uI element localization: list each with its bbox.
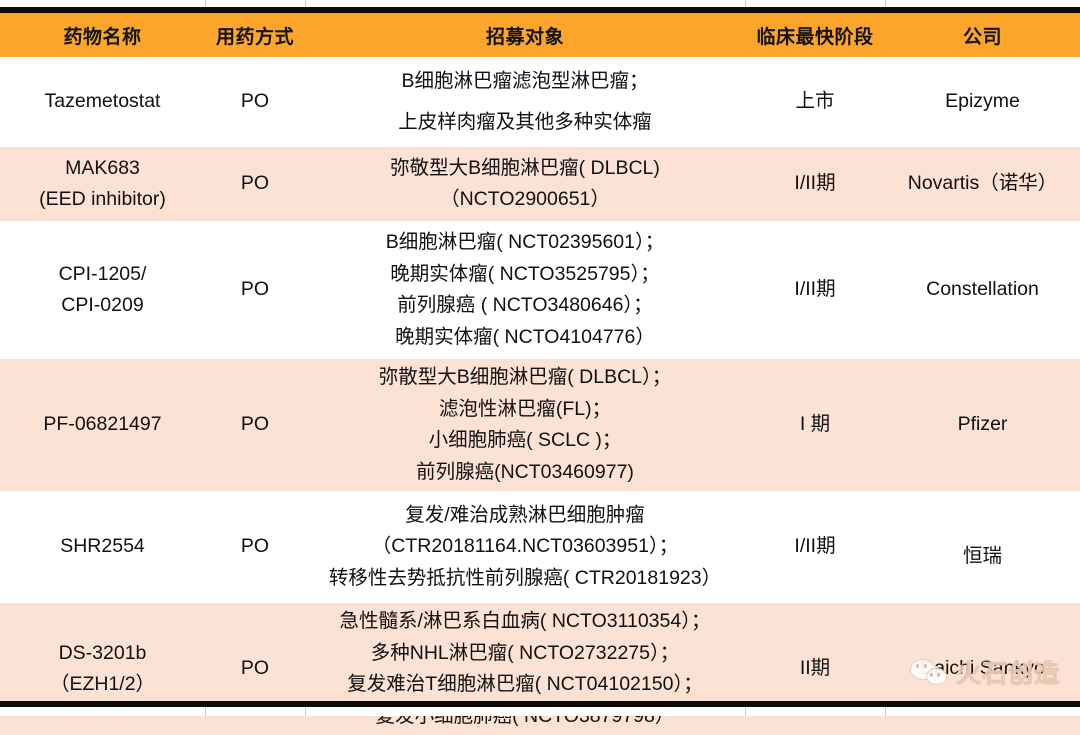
text-line: (EED inhibitor) <box>39 188 166 211</box>
text-line: （EZH1/2） <box>49 673 156 696</box>
text-line: 前列腺癌(NCT03460977) <box>416 460 634 483</box>
cell-company: Constellation <box>885 221 1080 360</box>
cell-drug-name: Tazemetostat <box>0 57 205 148</box>
target-lines: B细胞淋巴瘤滤泡型淋巴瘤； 上皮样肉瘤及其他多种实体瘤 <box>305 66 745 138</box>
table-row: PF-06821497 PO 弥散型大B细胞淋巴瘤( DLBCL）； 滤泡性淋巴… <box>0 359 1080 492</box>
text-line: 晚期实体瘤( NCTO3525795）； <box>390 262 660 285</box>
cell-target: 弥散型大B细胞淋巴瘤( DLBCL）； 滤泡性淋巴瘤(FL)； 小细胞肺癌( S… <box>305 359 745 492</box>
text-line: （CTR20181164.NCT03603951）； <box>371 535 679 558</box>
text-line: Tazemetostat <box>44 90 161 113</box>
bottom-edge-strip <box>0 707 1080 716</box>
text-line: B细胞淋巴瘤( NCT02395601）； <box>385 231 665 253</box>
text-line: 前列腺癌 ( NCTO3480646）； <box>397 294 653 317</box>
top-edge-strip <box>0 0 1080 7</box>
text-line: DS-3201b <box>58 641 147 664</box>
text-line: 急性髓系/淋巴系白血病( NCTO3110354）； <box>339 610 711 632</box>
drug-name-lines: DS-3201b （EZH1/2） <box>0 638 205 701</box>
text-line: 弥敬型大B细胞淋巴瘤( DLBCL) <box>390 156 660 179</box>
column-header-route: 用药方式 <box>205 13 305 57</box>
cell-target: B细胞淋巴瘤滤泡型淋巴瘤； 上皮样肉瘤及其他多种实体瘤 <box>305 57 745 148</box>
cell-route: PO <box>205 147 305 222</box>
cell-company: Novartis（诺华） <box>885 147 1080 222</box>
table-row: SHR2554 PO 复发/难治成熟淋巴细胞肿瘤 （CTR20181164.NC… <box>0 491 1080 604</box>
text-line: （NCTO2900651） <box>440 188 610 211</box>
company-label: 恒瑞 <box>962 545 1002 568</box>
text-line: SHR2554 <box>60 535 145 558</box>
bottom-black-rule <box>0 701 1080 707</box>
target-lines: 弥散型大B细胞淋巴瘤( DLBCL）； 滤泡性淋巴瘤(FL)； 小细胞肺癌( S… <box>305 362 745 488</box>
text-line: CPI-0209 <box>61 294 144 317</box>
table-body: Tazemetostat PO B细胞淋巴瘤滤泡型淋巴瘤； 上皮样肉瘤及其他多种… <box>0 57 1080 735</box>
cell-stage: I/II期 <box>745 221 885 360</box>
drug-name-lines: Tazemetostat <box>0 86 205 118</box>
drug-name-lines: PF-06821497 <box>0 409 205 441</box>
text-line: 滤泡性淋巴瘤(FL)； <box>438 397 612 420</box>
text-line: 晚期实体瘤( NCTO4104776） <box>395 325 655 348</box>
cell-target: B细胞淋巴瘤( NCT02395601）； 晚期实体瘤( NCTO3525795… <box>305 221 745 360</box>
cell-stage: 上市 <box>745 57 885 148</box>
text-line: 小细胞肺癌( SCLC )； <box>428 429 622 452</box>
column-header-company: 公司 <box>885 13 1080 57</box>
cell-stage: I/II期 <box>745 147 885 222</box>
drug-name-lines: SHR2554 <box>0 531 205 563</box>
text-line: 上皮样肉瘤及其他多种实体瘤 <box>398 110 652 133</box>
text-line: B细胞淋巴瘤滤泡型淋巴瘤； <box>401 70 649 92</box>
cell-target: 复发/难治成熟淋巴细胞肿瘤 （CTR20181164.NCT03603951）；… <box>305 491 745 604</box>
cell-company: Pfizer <box>885 359 1080 492</box>
cell-company: Epizyme <box>885 57 1080 148</box>
cell-route: PO <box>205 359 305 492</box>
top-black-rule <box>0 7 1080 13</box>
text-line: CPI-1205/ <box>58 262 147 285</box>
drug-name-lines: CPI-1205/ CPI-0209 <box>0 259 205 322</box>
cell-route: PO <box>205 491 305 604</box>
table-row: MAK683 (EED inhibitor) PO 弥敬型大B细胞淋巴瘤( DL… <box>0 147 1080 222</box>
drug-name-lines: MAK683 (EED inhibitor) <box>0 153 205 216</box>
target-lines: B细胞淋巴瘤( NCT02395601）； 晚期实体瘤( NCTO3525795… <box>305 227 745 353</box>
target-lines: 复发/难治成熟淋巴细胞肿瘤 （CTR20181164.NCT03603951）；… <box>305 500 745 595</box>
cell-route: PO <box>205 221 305 360</box>
text-line: 弥散型大B细胞淋巴瘤( DLBCL）； <box>378 366 672 388</box>
drug-pipeline-table: 药物名称 用药方式 招募对象 临床最快阶段 公司 Tazemetostat PO… <box>0 13 1080 735</box>
text-line: 复发难治T细胞淋巴瘤( NCT04102150）； <box>347 673 703 696</box>
cell-drug-name: SHR2554 <box>0 491 205 604</box>
table-header: 药物名称 用药方式 招募对象 临床最快阶段 公司 <box>0 13 1080 57</box>
text-line: PF-06821497 <box>43 413 162 436</box>
cell-drug-name: PF-06821497 <box>0 359 205 492</box>
text-line: 转移性去势抵抗性前列腺癌( CTR20181923） <box>328 566 722 589</box>
table-row: CPI-1205/ CPI-0209 PO B细胞淋巴瘤( NCT0239560… <box>0 221 1080 360</box>
cell-drug-name: CPI-1205/ CPI-0209 <box>0 221 205 360</box>
cell-stage: I/II期 <box>745 491 885 604</box>
column-header-target: 招募对象 <box>305 13 745 57</box>
table-header-row: 药物名称 用药方式 招募对象 临床最快阶段 公司 <box>0 13 1080 57</box>
cell-drug-name: MAK683 (EED inhibitor) <box>0 147 205 222</box>
text-line: MAK683 <box>65 156 140 179</box>
table-row: Tazemetostat PO B细胞淋巴瘤滤泡型淋巴瘤； 上皮样肉瘤及其他多种… <box>0 57 1080 148</box>
column-header-drug-name: 药物名称 <box>0 13 205 57</box>
cell-stage: I 期 <box>745 359 885 492</box>
cell-target: 弥敬型大B细胞淋巴瘤( DLBCL) （NCTO2900651） <box>305 147 745 222</box>
cell-route: PO <box>205 57 305 148</box>
target-lines: 弥敬型大B细胞淋巴瘤( DLBCL) （NCTO2900651） <box>305 153 745 216</box>
cell-company: 恒瑞 <box>885 491 1080 604</box>
column-header-stage: 临床最快阶段 <box>745 13 885 57</box>
text-line: 多种NHL淋巴瘤( NCTO2732275）； <box>370 641 680 664</box>
text-line: 复发/难治成熟淋巴细胞肿瘤 <box>405 503 645 526</box>
